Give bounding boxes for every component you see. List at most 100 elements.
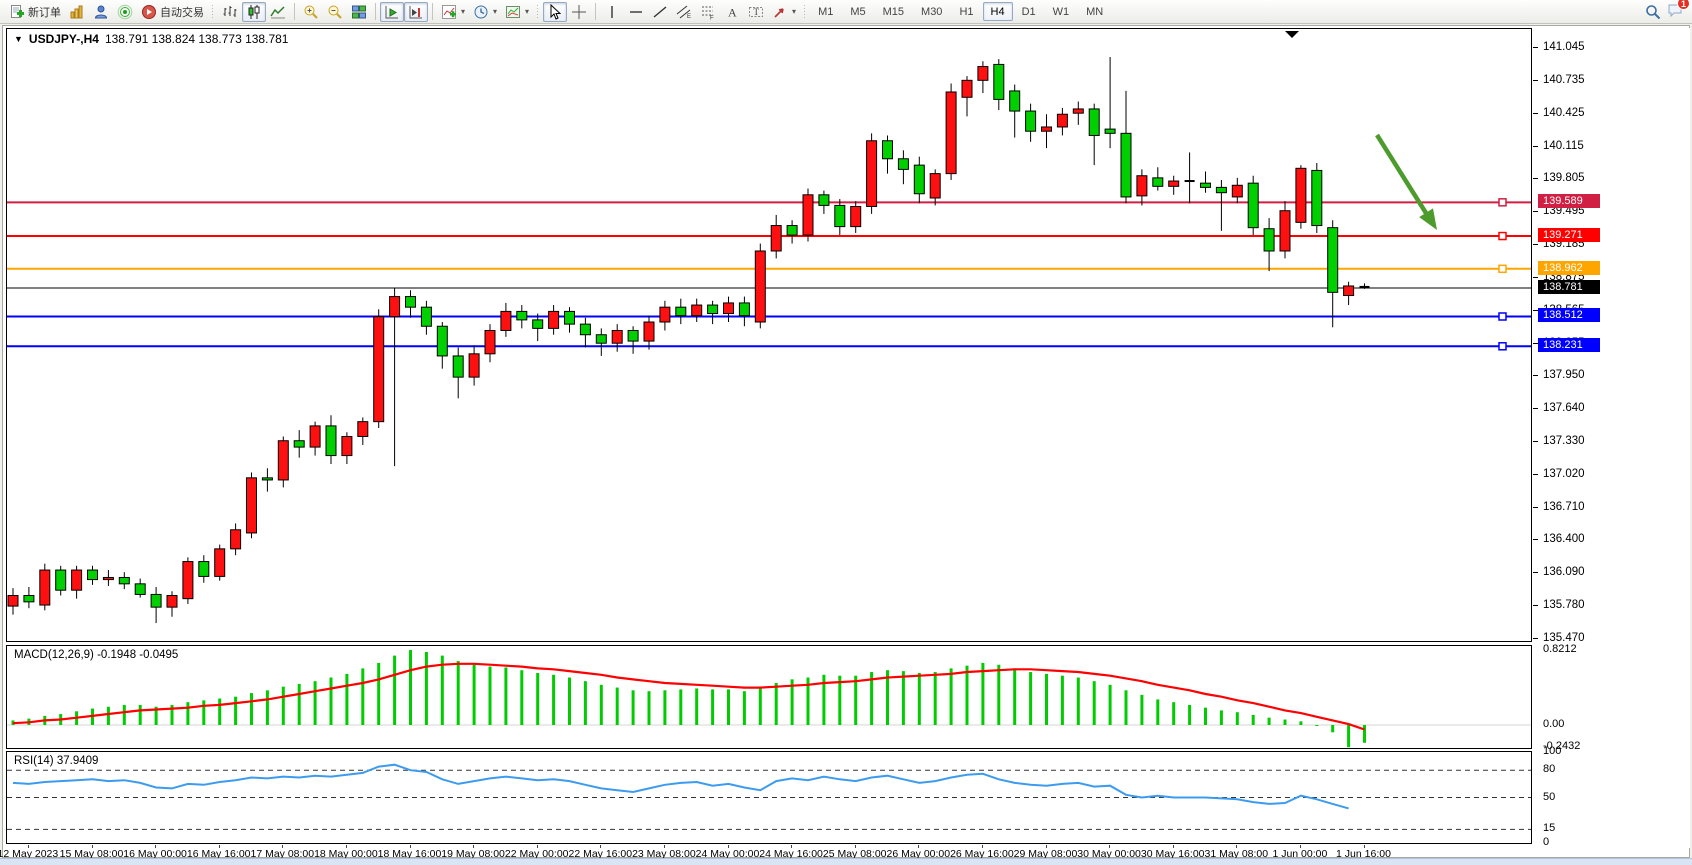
candle — [929, 169, 941, 206]
timeframe-mn[interactable]: MN — [1086, 5, 1104, 18]
candle — [516, 305, 528, 329]
bar-chart-mode-button[interactable] — [218, 2, 242, 22]
cursor-tool-button[interactable] — [543, 1, 568, 22]
macd-bar — [377, 662, 381, 725]
macd-bar — [250, 693, 253, 725]
status-bar — [0, 858, 1692, 865]
price-tick-label: 140.735 — [1543, 73, 1585, 86]
date-axis[interactable]: 12 May 2023 15 May 08:00 16 May 00:00 16 Ma… — [0, 845, 1533, 860]
timeframe-m5[interactable]: M5 — [850, 5, 866, 18]
macd-bar — [361, 668, 365, 725]
rsi-chart — [7, 763, 1531, 830]
fibonacci-tool-button[interactable]: F — [696, 2, 720, 22]
timeframe-m1[interactable]: M1 — [818, 5, 834, 18]
price-tick-label: 135.780 — [1543, 599, 1585, 612]
macd-bar — [281, 686, 285, 725]
candle — [357, 417, 369, 445]
autotrading-button[interactable]: 自动交易 — [137, 2, 208, 22]
main-toolbar: 新订单 自动交易 — [0, 0, 1692, 24]
price-scale[interactable]: 141.045 140.735 140.425 140.115 139.805 139.4… — [1533, 28, 1690, 848]
timeframe-m15[interactable]: M15 — [882, 5, 905, 18]
price-line-label: 139.271 — [1538, 228, 1600, 243]
candle-chart-mode-button[interactable] — [242, 1, 266, 22]
candle — [595, 328, 607, 356]
candle — [643, 315, 655, 350]
price-line-label: 138.231 — [1538, 338, 1600, 353]
macd-bar — [122, 704, 126, 725]
toolbar-separator — [294, 3, 295, 20]
channel-tool-button[interactable]: E — [672, 2, 696, 22]
price-tick-label: 137.640 — [1543, 401, 1585, 414]
chart-shift-button[interactable] — [404, 1, 428, 22]
hline-marker[interactable] — [1498, 342, 1507, 351]
date-label: 26 May 16:00 — [950, 848, 1014, 860]
price-tick-label: 139.805 — [1543, 172, 1585, 185]
chart-ohlc-values: 138.791 138.824 138.773 138.781 — [104, 32, 289, 46]
tile-windows-button[interactable] — [347, 2, 371, 22]
macd-bar — [1045, 673, 1048, 725]
date-tick — [345, 845, 347, 848]
candle — [1247, 175, 1259, 236]
new-chart-button[interactable] — [65, 2, 89, 22]
candle — [1295, 165, 1307, 229]
line-chart-mode-button[interactable] — [266, 2, 290, 22]
templates-button[interactable]: ▾ — [501, 2, 533, 22]
candle — [1072, 101, 1084, 125]
text-icon: A — [728, 5, 737, 19]
zoom-out-button[interactable] — [323, 2, 347, 22]
price-line-label: 138.781 — [1538, 279, 1600, 294]
date-label: 30 May 16:00 — [1140, 848, 1205, 860]
candle — [452, 347, 464, 399]
macd-panel[interactable] — [6, 645, 1532, 749]
chart-shift-marker-icon[interactable] — [1285, 31, 1299, 38]
indicators-button[interactable]: ▾ — [437, 2, 469, 22]
new-order-button[interactable]: 新订单 — [5, 2, 65, 22]
profiles-button[interactable] — [89, 2, 113, 22]
timeframe-m30[interactable]: M30 — [921, 5, 943, 18]
timeframe-h1[interactable]: H1 — [959, 5, 974, 18]
price-tick-label: 137.020 — [1543, 467, 1585, 480]
text-tool-button[interactable]: A — [720, 2, 744, 22]
macd-bar — [1331, 725, 1335, 733]
candle — [850, 201, 862, 233]
hline-marker[interactable] — [1498, 231, 1507, 241]
candle — [977, 61, 989, 94]
candlestick-chart-icon — [248, 4, 260, 19]
candle — [675, 298, 687, 325]
timeframe-d1[interactable]: D1 — [1021, 5, 1036, 18]
timeframe-h4[interactable]: H4 — [982, 2, 1013, 21]
macd-scale-label: 0.8212 — [1543, 643, 1577, 656]
trend-arrow-annotation[interactable] — [1375, 133, 1437, 230]
macd-bar — [106, 706, 110, 725]
rsi-panel[interactable] — [6, 751, 1532, 844]
vertical-line-tool-button[interactable] — [600, 2, 624, 22]
periods-button[interactable]: ▾ — [469, 2, 501, 22]
crosshair-tool-button[interactable] — [567, 2, 591, 22]
macd-bar — [1204, 707, 1207, 725]
trendline-tool-button[interactable] — [648, 2, 672, 22]
text-label-tool-button[interactable]: T — [744, 2, 768, 22]
hline-marker[interactable] — [1498, 198, 1507, 207]
candle — [389, 288, 401, 467]
price-tick — [1533, 178, 1538, 180]
candle — [532, 313, 544, 342]
hline-marker[interactable] — [1498, 312, 1507, 321]
market-watch-button[interactable] — [113, 2, 137, 22]
timeframe-w1[interactable]: W1 — [1052, 5, 1070, 18]
macd-bar — [870, 672, 874, 725]
macd-bar — [552, 674, 556, 725]
arrows-tool-button[interactable]: ▾ — [768, 2, 800, 22]
hline-marker[interactable] — [1498, 264, 1507, 274]
price-chart-panel[interactable] — [6, 28, 1532, 642]
price-tick — [1533, 277, 1538, 279]
chart-dropdown-icon[interactable]: ▼ — [14, 34, 23, 44]
macd-bar — [599, 684, 603, 725]
search-icon[interactable] — [1645, 4, 1661, 20]
zoom-in-button[interactable] — [299, 2, 323, 22]
price-line-label: 139.589 — [1538, 194, 1600, 209]
rsi-scale-label: 15 — [1543, 822, 1556, 835]
notifications-button[interactable]: 1 — [1667, 0, 1690, 21]
macd-chart — [7, 650, 1531, 748]
horizontal-line-tool-button[interactable] — [624, 2, 648, 22]
auto-scroll-button[interactable] — [380, 1, 404, 22]
